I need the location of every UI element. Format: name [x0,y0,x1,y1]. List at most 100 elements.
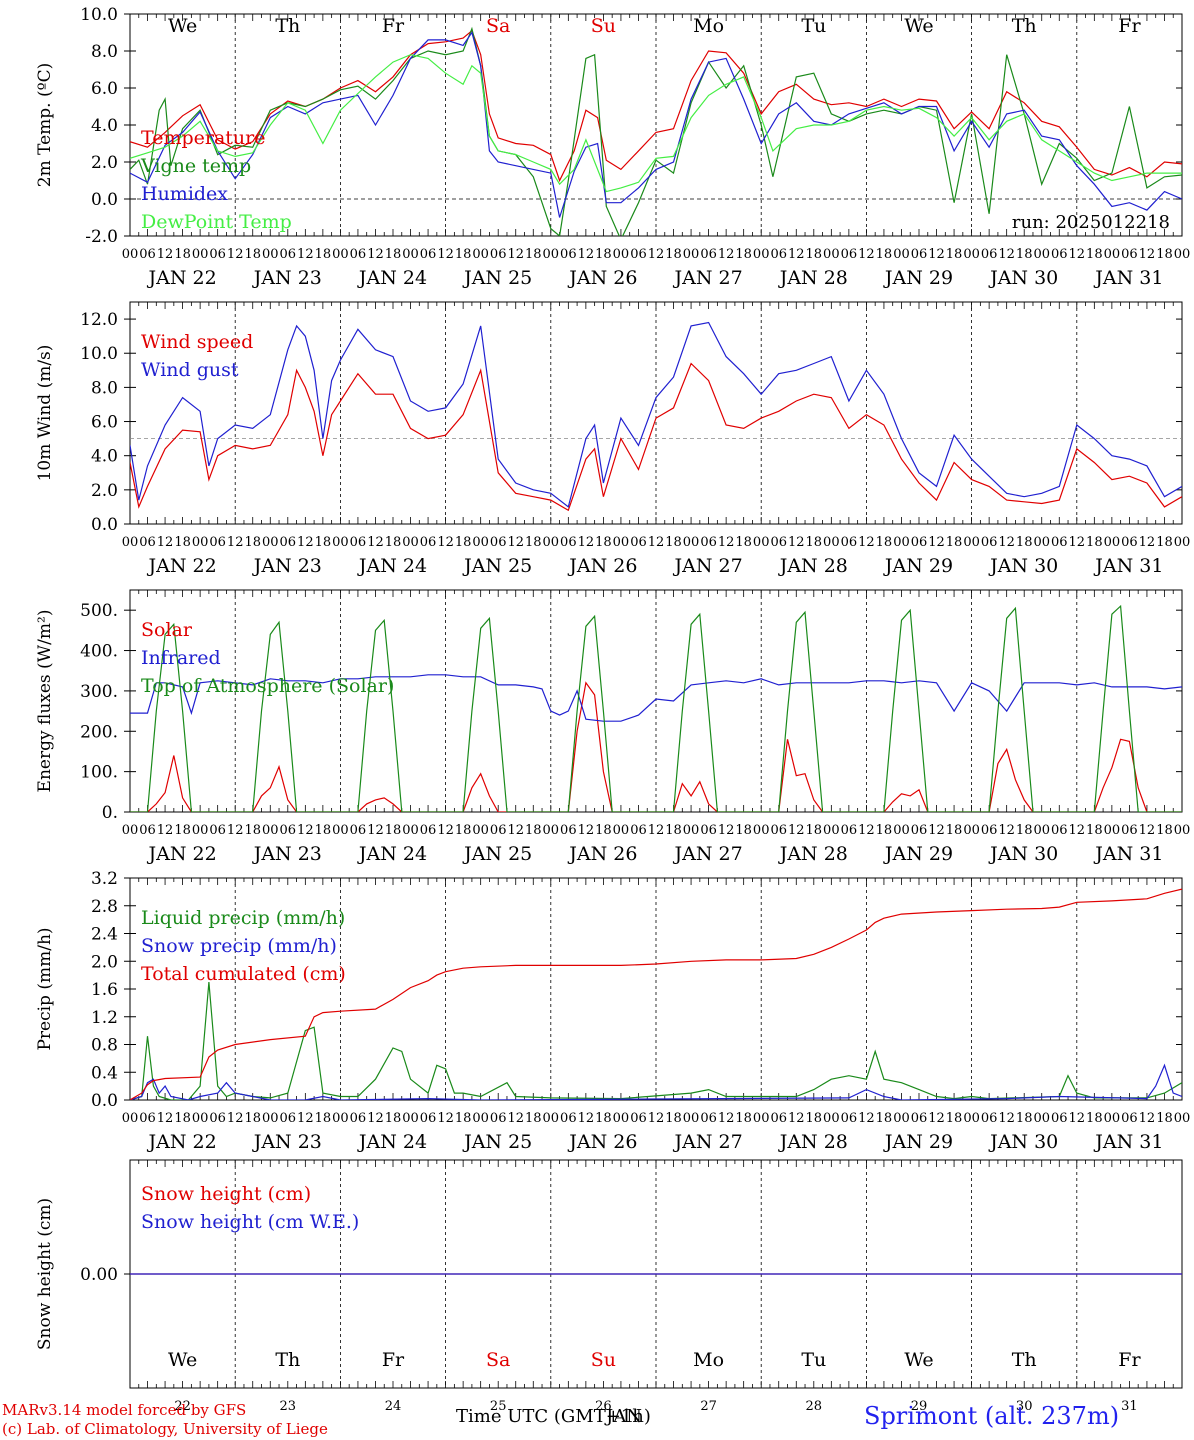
hour-tick-label: 06 [280,823,297,838]
hour-tick-label: 00 [823,247,840,262]
date-label: JAN 27 [673,555,743,577]
hour-tick-label: 06 [911,247,928,262]
legend-entry: Solar [141,619,193,641]
date-label: JAN 24 [357,555,427,577]
hour-tick-label: 06 [700,1111,717,1126]
y-tick-label: 4.0 [91,116,118,136]
date-label: JAN 28 [778,267,848,289]
y-axis-label: Energy fluxes (W/m²) [35,610,55,793]
hour-tick-label: 06 [209,1111,226,1126]
weekday-label: Su [591,1349,616,1371]
hour-tick-label: 00 [192,535,209,550]
series-line-wind-speed [130,362,1182,512]
hour-tick-label: 12 [507,247,524,262]
y-tick-label: 0.0 [91,1091,118,1111]
hour-tick-label: 12 [297,247,314,262]
hour-tick-label: 00 [823,1111,840,1126]
hour-tick-label: 12 [297,823,314,838]
y-tick-label: 0. [102,803,118,823]
date-label: JAN 29 [883,555,953,577]
hour-tick-label: 00 [753,823,770,838]
weekday-label: Fr [382,15,405,37]
hour-tick-label: 18 [385,247,402,262]
hour-tick-label: 06 [700,535,717,550]
hour-tick-label: 18 [525,823,542,838]
y-tick-label: 300. [80,682,118,702]
hour-tick-label: 18 [1156,1111,1173,1126]
hour-tick-label: 06 [1051,823,1068,838]
date-label: JAN 26 [567,1131,637,1153]
hour-tick-label: 18 [1156,247,1173,262]
hour-tick-label: 00 [262,247,279,262]
hour-tick-label: 12 [227,823,244,838]
y-tick-label: 6.0 [91,79,118,99]
legend-entry: Humidex [141,183,228,205]
hour-tick-label: 18 [876,823,893,838]
hour-tick-label: 18 [735,1111,752,1126]
weekday-label: Mo [693,15,724,37]
hour-tick-label: 00 [613,823,630,838]
hour-tick-label: 06 [700,247,717,262]
hour-tick-label: 18 [455,1111,472,1126]
hour-tick-label: 12 [1069,1111,1086,1126]
hour-tick-label: 00 [543,823,560,838]
hour-tick-label: 12 [367,1111,384,1126]
date-label: JAN 23 [252,843,322,865]
hour-tick-label: 12 [718,247,735,262]
hour-tick-label: 18 [806,247,823,262]
hour-tick-label: 12 [648,247,665,262]
hour-tick-label: 12 [788,1111,805,1126]
hour-tick-label: 00 [402,247,419,262]
legend-entry: Temperature [141,127,265,149]
legend-entry: Wind gust [141,359,239,381]
hour-tick-label: 00 [332,535,349,550]
hour-tick-label: 06 [1121,535,1138,550]
hour-tick-label: 18 [735,247,752,262]
hour-tick-label: 00 [613,247,630,262]
y-tick-label: 6.0 [91,413,118,433]
weekday-label: Th [1012,1349,1037,1371]
series-line-dewpoint-temp [130,54,1182,193]
hour-tick-label: 06 [560,1111,577,1126]
hour-tick-label: 18 [946,823,963,838]
weekday-label: Fr [1118,1349,1141,1371]
hour-tick-label: 18 [174,1111,191,1126]
hour-tick-label: 18 [876,247,893,262]
hour-tick-label: 00 [262,823,279,838]
hour-tick-label: 00 [823,535,840,550]
weekday-label: Th [275,1349,300,1371]
series-line-total-cumulated-cm- [130,888,1182,1100]
hour-tick-label: 00 [753,247,770,262]
hour-tick-label: 12 [648,535,665,550]
hour-tick-label: 18 [946,1111,963,1126]
y-tick-label: 8.0 [91,378,118,398]
date-label: JAN 24 [357,843,427,865]
hour-tick-label: 18 [385,1111,402,1126]
hour-tick-label: 18 [595,247,612,262]
date-label: JAN 30 [988,1131,1058,1153]
y-axis-label: Precip (mm/h) [35,927,55,1050]
hour-tick-label: 06 [911,823,928,838]
hour-tick-label: 18 [1016,247,1033,262]
hour-tick-label: 06 [420,247,437,262]
hour-tick-label: 06 [841,535,858,550]
date-label: JAN 27 [673,267,743,289]
hour-tick-label: 18 [385,535,402,550]
month-overlay: JAN [606,1406,642,1427]
date-label: JAN 22 [147,1131,217,1153]
hour-tick-label: 00 [1174,1111,1191,1126]
hour-tick-label: 12 [437,535,454,550]
hour-tick-label: 06 [630,823,647,838]
y-tick-label: 1.6 [91,980,118,1000]
day-number-label: 29 [911,1399,928,1414]
hour-tick-label: 12 [998,535,1015,550]
hour-tick-label: 12 [437,823,454,838]
hour-tick-label: 18 [735,823,752,838]
date-label: JAN 24 [357,1131,427,1153]
hour-tick-label: 12 [227,247,244,262]
hour-tick-label: 06 [1051,535,1068,550]
y-tick-label: 4.0 [91,447,118,467]
hour-tick-label: 06 [209,247,226,262]
hour-tick-label: 00 [893,247,910,262]
